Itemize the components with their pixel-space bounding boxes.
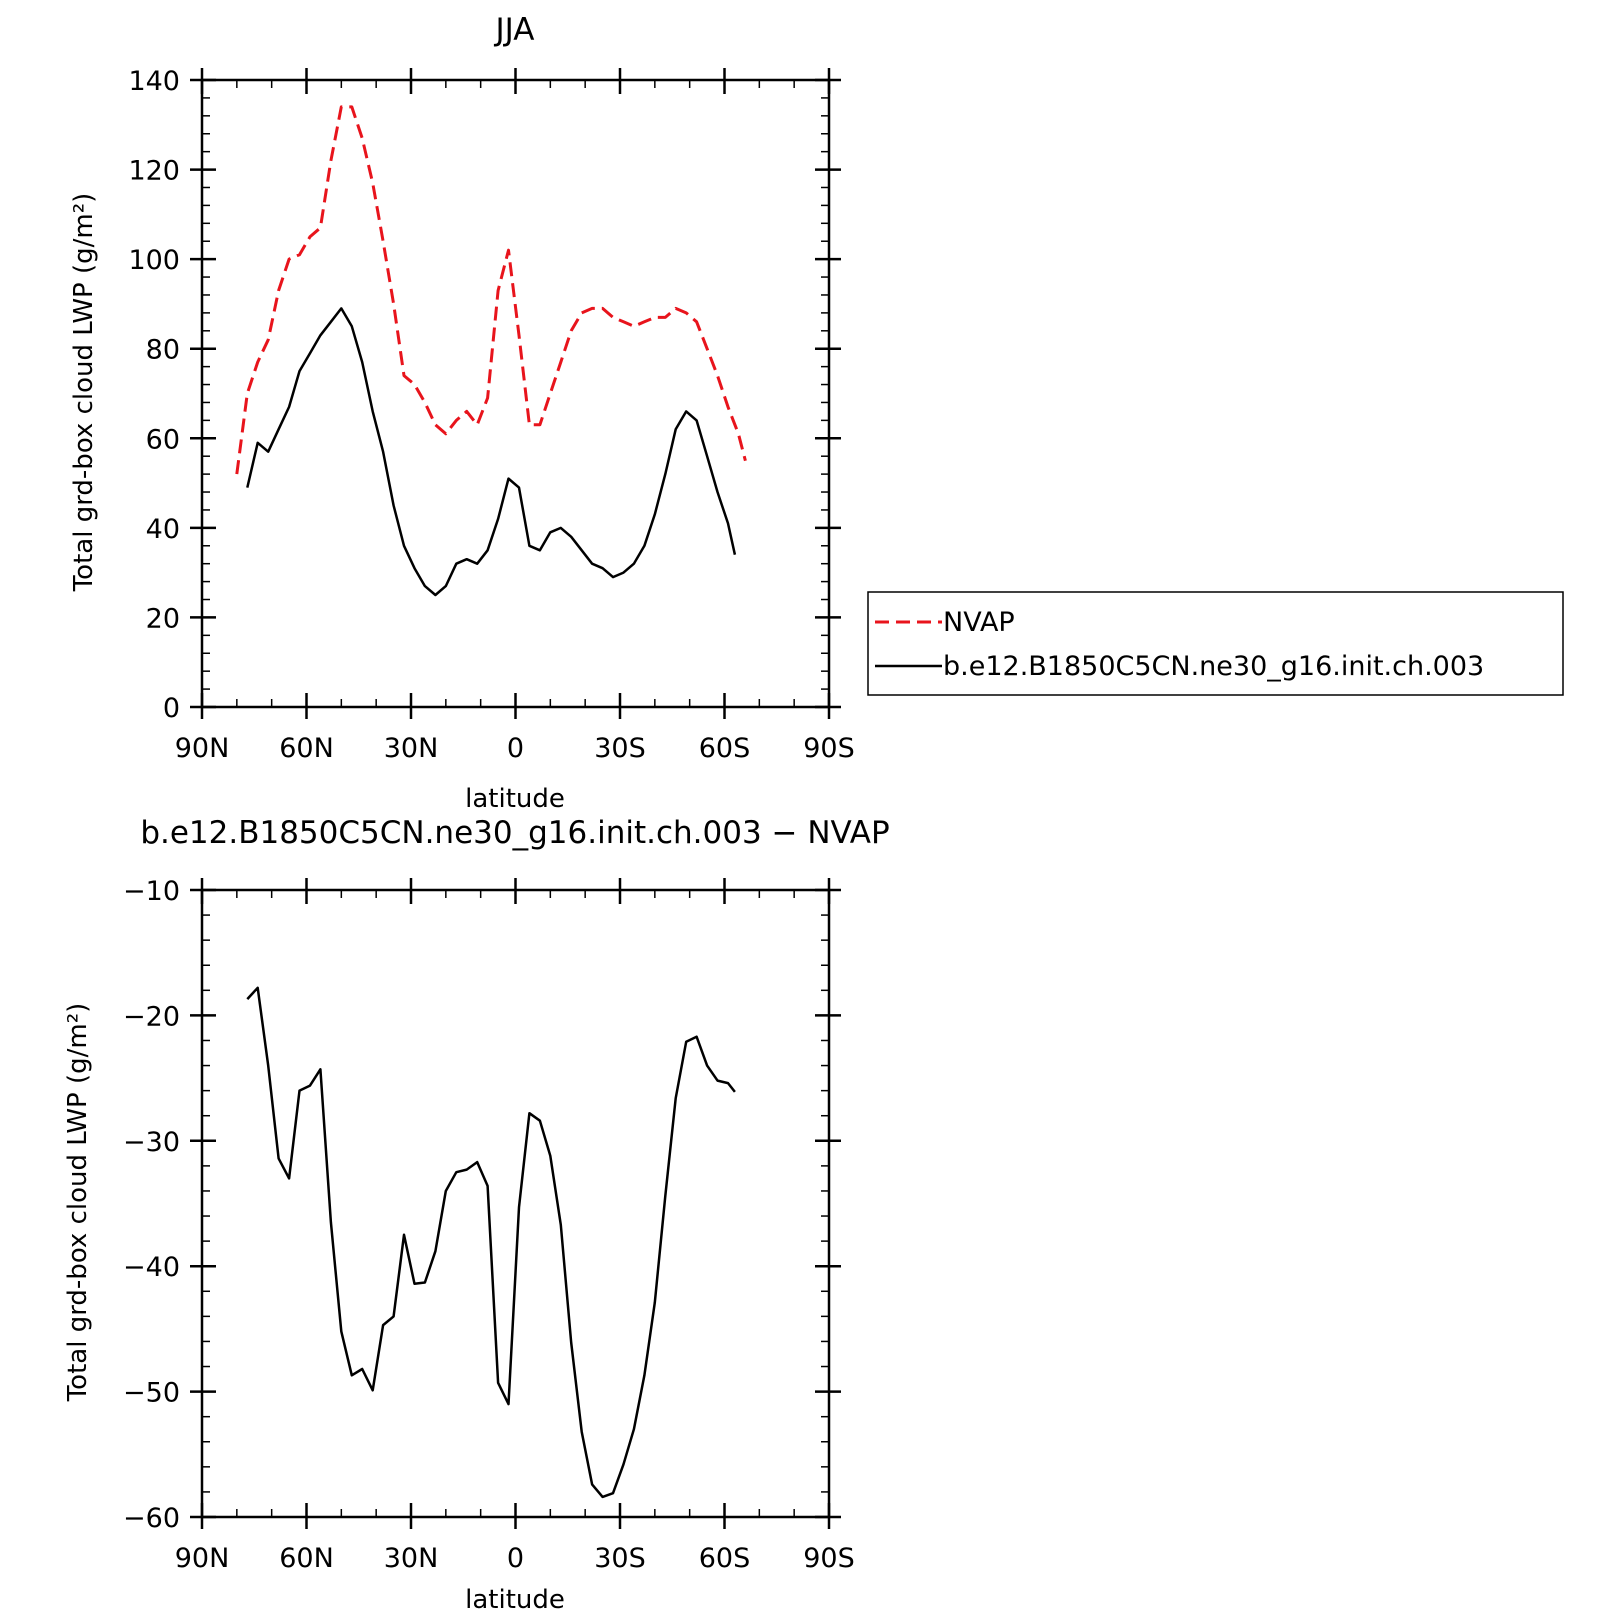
bottom-x-tick-label: 0 [507,1543,524,1574]
bottom-y-tick-label: −10 [123,876,180,907]
top-plot-frame [200,78,831,709]
bottom-x-tick-label: 90N [175,1543,230,1574]
bottom-y-tick-label: −20 [123,1001,180,1032]
top-axis-ticks [190,68,841,719]
bottom-chart-title: b.e12.B1850C5CN.ne30_g16.init.ch.003 − N… [140,815,889,851]
top-y-tick-label: 120 [128,156,180,187]
top-x-tick-label: 30N [384,733,439,764]
legend: NVAP b.e12.B1850C5CN.ne30_g16.init.ch.00… [867,591,1564,696]
top-y-tick-label: 60 [146,424,180,455]
top-x-tick-label: 90S [803,733,855,764]
top-x-tick-label: 90N [175,733,230,764]
bottom-x-tick-label: 90S [803,1543,855,1574]
top-x-tick-label: 0 [507,733,524,764]
top-series-lines [235,105,747,597]
bottom-panel: b.e12.B1850C5CN.ne30_g16.init.ch.003 − N… [63,815,890,1613]
bottom-x-tick-label: 30N [384,1543,439,1574]
legend-label-model: b.e12.B1850C5CN.ne30_g16.init.ch.003 [943,651,1484,682]
bottom-x-tick-label: 60N [279,1543,334,1574]
bottom-series-lines [246,986,736,1499]
top-panel: JJA latitude Total grd-box cloud LWP (g/… [69,12,855,814]
top-y-tick-label: 0 [163,693,180,724]
top-x-tick-label: 60S [699,733,751,764]
top-x-axis-label: latitude [465,784,565,814]
top-series-line-nvap [235,105,747,475]
bottom-x-axis-label: latitude [465,1585,565,1613]
bottom-y-tick-label: −60 [123,1503,180,1534]
top-chart-title: JJA [494,12,535,48]
bottom-x-tick-label: 60S [699,1543,751,1574]
top-y-tick-label: 20 [146,603,180,634]
bottom-y-tick-label: −50 [123,1378,180,1409]
bottom-axis-ticks [190,878,841,1529]
bottom-y-tick-label: −40 [123,1252,180,1283]
top-y-axis-label: Total grd-box cloud LWP (g/m²) [69,193,99,593]
bottom-series-line-difference [246,986,736,1499]
top-y-tick-label: 40 [146,514,180,545]
bottom-plot-frame [200,888,831,1519]
bottom-y-axis-label: Total grd-box cloud LWP (g/m²) [63,1003,93,1403]
bottom-y-tick-label: −30 [123,1127,180,1158]
top-y-tick-label: 140 [128,66,180,97]
legend-label-nvap: NVAP [943,607,1015,638]
legend-box [867,591,1564,696]
bottom-x-tick-label: 30S [594,1543,646,1574]
top-x-tick-label: 60N [279,733,334,764]
top-y-tick-label: 80 [146,335,180,366]
top-y-tick-label: 100 [128,245,180,276]
top-tick-labels: 90N 60N 30N 0 30S 60S 90S 0 20 40 60 80 100 120 140 [128,66,854,764]
top-x-tick-label: 30S [594,733,646,764]
top-series-line-model [246,307,737,597]
bottom-tick-labels: 90N 60N 30N 0 30S 60S 90S −60 −50 −40 −30 −20 −10 [123,876,855,1574]
